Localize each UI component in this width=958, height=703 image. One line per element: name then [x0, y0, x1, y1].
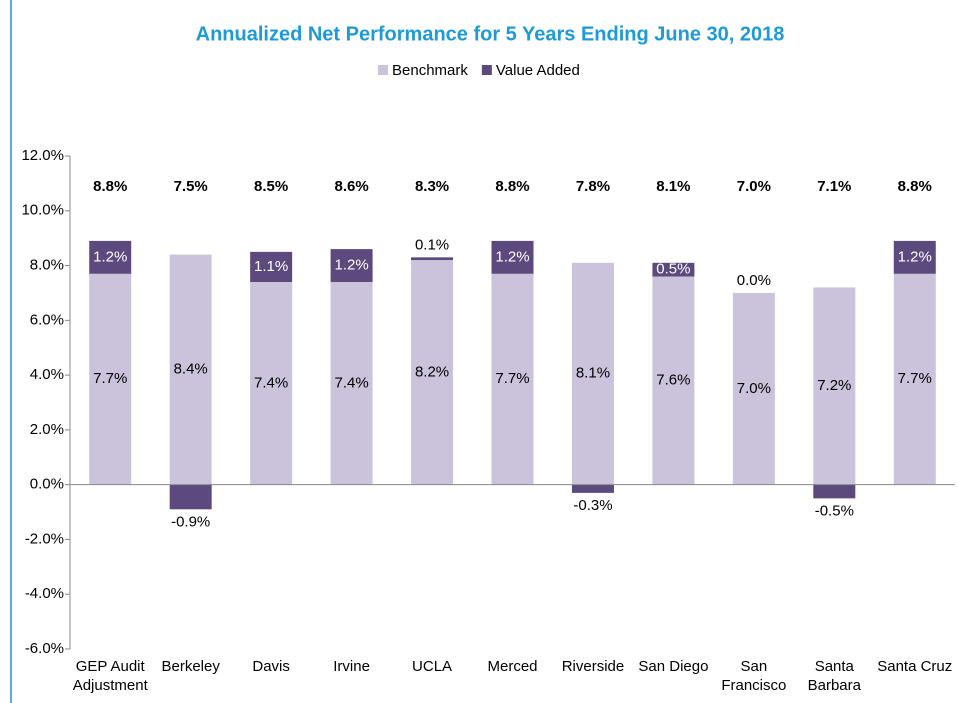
bar-benchmark [893, 273, 936, 485]
bar-benchmark [411, 260, 454, 485]
x-tick-label: UCLA [412, 658, 452, 675]
y-tick-label: 12.0% [21, 147, 64, 164]
bar-label: -0.3% [573, 497, 612, 514]
y-tick-label: 10.0% [21, 202, 64, 219]
legend-swatch [481, 65, 492, 75]
bar-benchmark [89, 273, 132, 485]
y-tick-label: 8.0% [30, 257, 64, 274]
bar-label: 7.7% [93, 370, 127, 387]
bar-benchmark [491, 273, 534, 485]
bar-label: 0.0% [737, 272, 771, 289]
bar-label: -0.9% [171, 513, 210, 530]
bar-label: 7.0% [737, 380, 771, 397]
x-tick-label: Irvine [333, 658, 370, 675]
bar-value-added [330, 249, 373, 282]
bar-label: 1.2% [898, 248, 932, 265]
bar-label: 8.4% [174, 361, 208, 378]
bar-value-added [411, 257, 454, 261]
total-label: 8.3% [415, 178, 449, 195]
total-label: 8.5% [254, 178, 288, 195]
chart-title: Annualized Net Performance for 5 Years E… [196, 23, 785, 45]
bar-label: 8.1% [576, 365, 610, 382]
bar-benchmark [732, 292, 775, 485]
bar-label: 7.7% [495, 370, 529, 387]
total-label: 8.8% [898, 178, 932, 195]
x-tick-label: Merced [487, 658, 537, 675]
bar-benchmark [813, 287, 856, 485]
legend-swatch [378, 65, 388, 75]
bar-value-added [571, 484, 614, 493]
x-tick-label: Riverside [562, 658, 625, 675]
bar-label: 0.1% [415, 236, 449, 253]
bar-value-added [491, 240, 534, 274]
bar-label: -0.5% [815, 502, 854, 519]
bar-label: 1.2% [93, 248, 127, 265]
total-label: 8.8% [495, 178, 529, 195]
legend-label: Value Added [496, 62, 580, 79]
bar-label: 8.2% [415, 363, 449, 380]
total-label: 7.5% [174, 178, 208, 195]
y-tick-label: -4.0% [25, 585, 64, 602]
bar-benchmark [571, 262, 614, 485]
x-tick-label: Santa Cruz [877, 658, 952, 675]
x-tick-label: Davis [252, 658, 290, 675]
x-tick-label: Berkeley [162, 658, 221, 675]
x-tick-label: Santa Barbara [808, 658, 862, 694]
y-tick-label: 4.0% [30, 366, 64, 383]
bar-label: 0.5% [656, 261, 690, 278]
x-tick-label: San Francisco [721, 658, 786, 694]
bar-label: 7.4% [334, 374, 368, 391]
total-label: 7.8% [576, 178, 610, 195]
bar-benchmark [169, 254, 212, 485]
y-tick-label: -2.0% [25, 530, 64, 547]
y-tick-label: 6.0% [30, 311, 64, 328]
bar-value-added [813, 484, 856, 499]
bar-value-added [893, 240, 936, 274]
bar-label: 1.1% [254, 258, 288, 275]
total-label: 8.6% [334, 178, 368, 195]
bar-label: 7.4% [254, 374, 288, 391]
bar-label: 7.6% [656, 372, 690, 389]
y-tick-label: 0.0% [30, 476, 64, 493]
bar-label: 1.2% [334, 257, 368, 274]
bar-value-added [169, 484, 212, 510]
bar-value-added [89, 240, 132, 274]
y-tick-label: -6.0% [25, 640, 64, 657]
bar-value-added [250, 251, 293, 282]
total-label: 7.1% [817, 178, 851, 195]
x-tick-label: San Diego [638, 658, 708, 675]
bar-label: 1.2% [495, 248, 529, 265]
bar-label: 7.7% [898, 370, 932, 387]
y-tick-label: 2.0% [30, 421, 64, 438]
x-tick-label: GEP Audit Adjustment [73, 658, 149, 694]
total-label: 8.1% [656, 178, 690, 195]
bar-benchmark [250, 281, 293, 485]
total-label: 7.0% [737, 178, 771, 195]
bar-benchmark [652, 276, 695, 485]
total-label: 8.8% [93, 178, 127, 195]
bar-label: 7.2% [817, 377, 851, 394]
bar-value-added [652, 262, 695, 277]
legend-label: Benchmark [392, 62, 468, 79]
bar-benchmark [330, 281, 373, 485]
